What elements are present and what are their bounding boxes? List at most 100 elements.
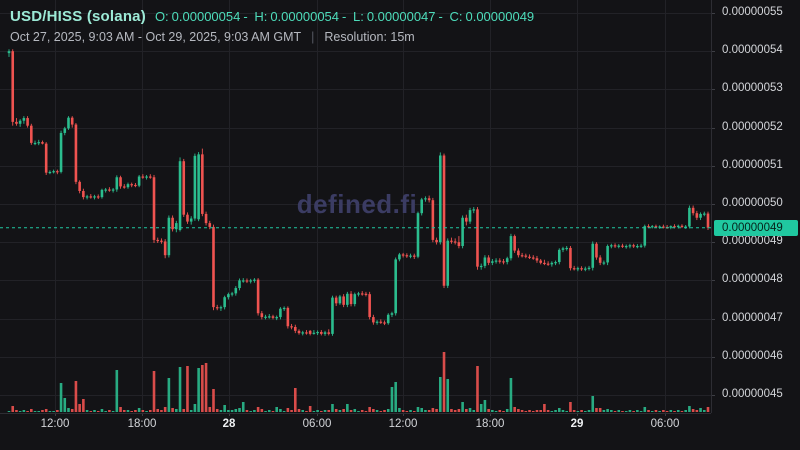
candle-body (405, 255, 409, 257)
candle-body (424, 198, 427, 200)
candle-body (346, 293, 349, 305)
volume-bar (479, 404, 483, 412)
volume-bar (487, 409, 490, 412)
candle-body (572, 268, 576, 270)
volume-bar (26, 411, 29, 412)
volume-bar (41, 410, 44, 412)
volume-bar (412, 411, 416, 412)
candle-body (342, 296, 345, 305)
candle-body (624, 246, 628, 248)
volume-bar (706, 407, 710, 412)
candle-body (171, 217, 174, 230)
watermark: defined.fi (296, 189, 418, 219)
volume-bar (63, 398, 67, 412)
volume-bar (293, 388, 297, 412)
candle-wick (521, 252, 523, 258)
volume-bar (249, 411, 252, 412)
candle-body (479, 265, 483, 268)
candle-body (409, 255, 412, 257)
volume-bar (491, 410, 494, 412)
candle-body (305, 332, 308, 334)
close-value: 0.00000049 (465, 9, 535, 24)
volume-bar (610, 410, 613, 412)
candle-body (676, 225, 680, 227)
candle-body (706, 213, 710, 228)
volume-bar (7, 411, 11, 412)
candle-wick (306, 330, 307, 335)
candle-body (483, 257, 487, 266)
volume-bar (613, 411, 617, 412)
candle-wick (313, 330, 315, 335)
volume-bar (576, 411, 580, 412)
candle-body (539, 260, 542, 263)
volume-bar (227, 410, 230, 412)
volume-bar (364, 411, 368, 412)
volume-bar (539, 410, 542, 412)
volume-bar (450, 409, 453, 412)
price-tick-label: 0.00000052 (722, 121, 783, 133)
volume-bar (628, 410, 632, 412)
candle-body (290, 326, 293, 328)
candle-body (82, 191, 85, 198)
price-axis[interactable]: 0.00000049 0.00000055 0.00000054 0.0000005… (712, 0, 800, 413)
price-tick-label: 0.00000055 (722, 6, 783, 18)
candle-body (699, 213, 702, 218)
candle-body (41, 142, 44, 144)
chart-header: USD/HISS (solana) O: 0.00000054- H: 0.0000… (10, 8, 537, 44)
candle-wick (454, 238, 456, 245)
volume-bar (279, 409, 282, 412)
volume-bar (461, 402, 464, 412)
candle-body (22, 118, 26, 121)
volume-bar (156, 409, 160, 412)
volume-bar (349, 410, 353, 412)
legend-dash: - (243, 9, 248, 24)
volume-bar (137, 408, 141, 412)
candle-body (528, 256, 531, 258)
candle-body (565, 247, 569, 250)
volume-bar (253, 410, 256, 412)
volume-bar (409, 410, 412, 412)
candle-body (119, 177, 122, 187)
candle-body (632, 245, 635, 247)
candle-body (249, 280, 252, 282)
volume-bar (468, 408, 472, 412)
candle-body (494, 260, 498, 262)
candle-body (636, 246, 639, 248)
candle-body (628, 245, 632, 247)
candle-body (520, 255, 524, 257)
volume-bar (684, 410, 687, 412)
volume-bar (669, 410, 673, 412)
candle-body (554, 262, 557, 264)
candle-body (372, 317, 375, 323)
volume-bar (219, 410, 223, 412)
volume-bar (201, 365, 204, 412)
low-value: 0.00000047 (366, 9, 436, 24)
time-axis[interactable]: 12:00 18:00 28 06:00 12:00 18:00 29 06:00 (0, 413, 712, 450)
volume-bar (323, 410, 327, 412)
volume-bar (386, 409, 390, 412)
volume-bar (543, 404, 546, 412)
volume-bar (256, 407, 260, 412)
candle-body (293, 327, 297, 331)
volume-bar (360, 410, 364, 412)
candle-body (189, 218, 193, 222)
candle-body (178, 161, 182, 230)
volume-bar (398, 408, 401, 412)
volume-bar (178, 367, 182, 412)
candle-wick (547, 261, 549, 266)
candle-body (427, 198, 431, 201)
candle-body (89, 196, 93, 198)
candle-body (148, 176, 152, 178)
candle-body (312, 332, 316, 334)
candle-body (416, 213, 420, 257)
candle-body (647, 226, 650, 228)
candle-body (327, 332, 331, 334)
candle-body (513, 236, 516, 251)
candle-body (465, 217, 468, 222)
volume-bar (420, 408, 424, 412)
volume-bar (290, 410, 293, 412)
candle-body (673, 226, 676, 228)
volume-bar (59, 383, 63, 412)
volume-bar (245, 410, 249, 412)
